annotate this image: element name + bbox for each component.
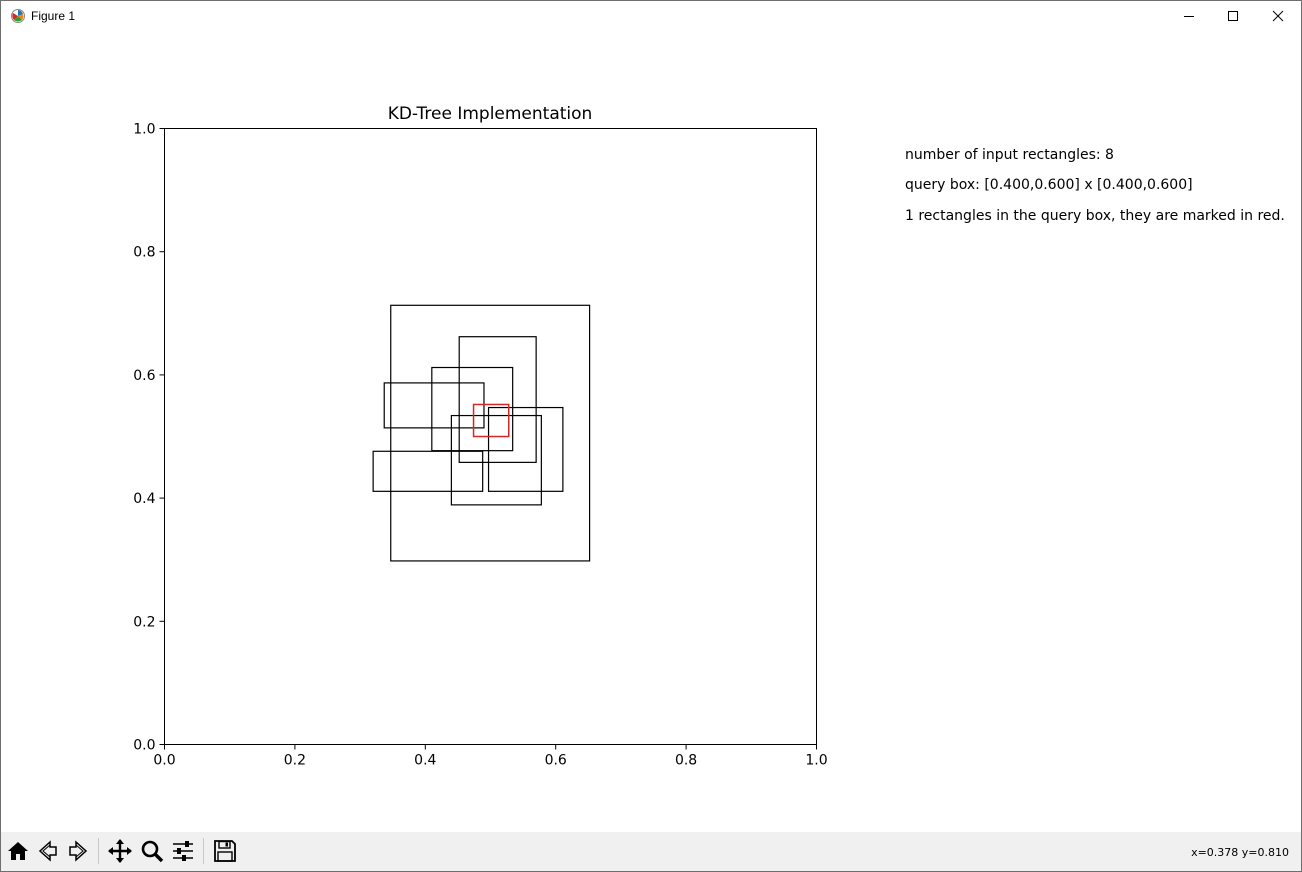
y-tick-label: 1.0 <box>133 122 155 138</box>
forward-button[interactable] <box>64 837 92 865</box>
back-button[interactable] <box>34 837 62 865</box>
home-icon <box>8 842 28 860</box>
x-tick-label: 0.8 <box>675 753 697 769</box>
input-rectangle <box>383 382 485 429</box>
info-line-count: number of input rectangles: 8 <box>905 147 1114 163</box>
save-icon <box>214 840 236 862</box>
navigation-toolbar: x=0.378 y=0.810 <box>1 832 1301 871</box>
cursor-coordinates: x=0.378 y=0.810 <box>1191 846 1289 859</box>
save-button[interactable] <box>211 837 239 865</box>
minimize-icon <box>1184 16 1194 17</box>
figure-canvas[interactable]: 0.0 0.2 0.4 0.6 0.8 1.0 0.0 0.2 0.4 0.6 0.8 1.0 KD-… <box>1 31 1301 831</box>
maximize-icon <box>1228 11 1238 21</box>
y-tick-label: 0.6 <box>133 368 155 384</box>
query-result-rectangle <box>472 403 510 438</box>
plot-svg[interactable]: 0.0 0.2 0.4 0.6 0.8 1.0 0.0 0.2 0.4 0.6 0.8 1.0 KD-… <box>1 31 1301 831</box>
back-icon <box>38 840 57 862</box>
x-tick-label: 0.0 <box>153 753 175 769</box>
input-rectangle <box>431 366 514 452</box>
maximize-button[interactable] <box>1210 1 1256 31</box>
input-rectangle <box>372 450 484 492</box>
zoom-button[interactable] <box>138 837 166 865</box>
configure-subplots-icon <box>173 841 193 861</box>
forward-icon <box>69 840 88 862</box>
pan-icon <box>108 839 132 863</box>
window-title: Figure 1 <box>31 9 76 23</box>
zoom-icon <box>141 840 164 863</box>
home-button[interactable] <box>4 837 32 865</box>
x-tick-label: 0.2 <box>284 753 306 769</box>
axes-frame <box>164 128 817 745</box>
y-tick-label: 0.2 <box>133 614 155 630</box>
title-bar[interactable]: Figure 1 <box>1 1 1301 31</box>
y-tick-label: 0.4 <box>133 491 155 507</box>
x-tick-label: 0.4 <box>414 753 436 769</box>
y-tick-label: 0.0 <box>133 738 155 754</box>
info-line-query: query box: [0.400,0.600] x [0.400,0.600] <box>905 177 1193 193</box>
toolbar-separator <box>98 838 99 864</box>
minimize-button[interactable] <box>1166 1 1212 31</box>
close-icon <box>1272 10 1284 22</box>
toolbar-separator <box>203 838 204 864</box>
input-rectangle <box>487 406 564 492</box>
pan-button[interactable] <box>106 837 134 865</box>
input-rectangle <box>390 304 591 562</box>
chart-title: KD-Tree Implementation <box>388 104 593 124</box>
close-button[interactable] <box>1255 1 1301 31</box>
x-tick-label: 1.0 <box>805 753 827 769</box>
y-tick-label: 0.8 <box>133 245 155 261</box>
configure-subplots-button[interactable] <box>169 837 197 865</box>
input-rectangle <box>458 336 537 463</box>
info-line-result: 1 rectangles in the query box, they are … <box>905 208 1285 224</box>
input-rectangle <box>450 414 542 506</box>
x-tick-label: 0.6 <box>545 753 567 769</box>
matplotlib-logo-icon <box>10 8 26 24</box>
